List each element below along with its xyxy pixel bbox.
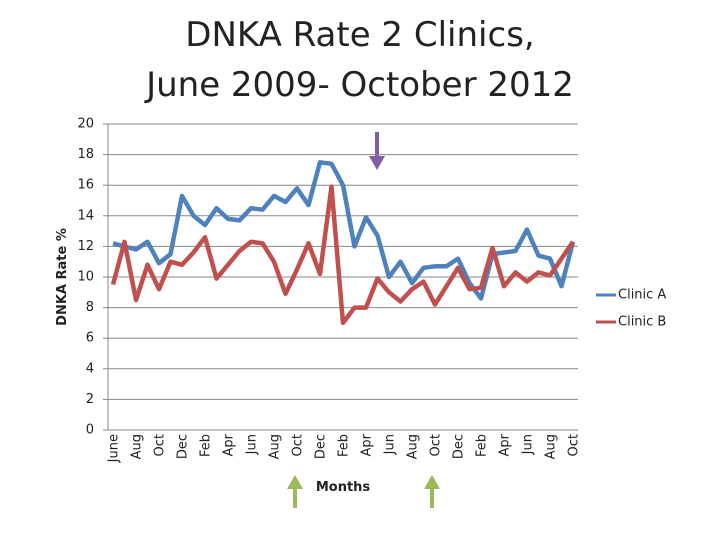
x-tick-label: Dec (452, 434, 467, 459)
arrow-head (287, 475, 303, 489)
x-tick-label: June (107, 434, 122, 463)
x-tick-label: Apr (498, 433, 513, 456)
x-tick-label: Aug (544, 434, 559, 459)
y-tick-label: 14 (77, 208, 94, 223)
x-tick-label: Feb (475, 434, 490, 457)
arrow-head (424, 475, 440, 489)
x-tick-label: Aug (406, 434, 421, 459)
arrow-head (369, 156, 385, 170)
x-tick-label: Oct (153, 434, 168, 456)
y-tick-label: 2 (86, 392, 94, 407)
x-tick-label: Aug (130, 434, 145, 459)
x-tick-label: Oct (291, 434, 306, 456)
legend-label: Clinic A (618, 288, 666, 303)
x-tick-label: Oct (567, 434, 582, 456)
arrows (287, 132, 440, 508)
x-tick-label: Jun (521, 434, 536, 455)
x-tick-label: Apr (360, 433, 375, 456)
y-tick-label: 8 (86, 300, 94, 315)
chart-title: June 2009- October 2012 (144, 65, 574, 105)
series-line (112, 160, 576, 301)
chart-title: DNKA Rate 2 Clinics, (185, 15, 534, 55)
x-tick-label: Jun (245, 434, 260, 455)
x-tick-label: Dec (314, 434, 329, 459)
y-axis-title: DNKA Rate % (55, 228, 70, 326)
x-tick-label: Dec (176, 434, 191, 459)
y-tick-label: 12 (77, 239, 94, 254)
x-tick-label: Jun (383, 434, 398, 455)
y-tick-label: 18 (77, 147, 94, 162)
x-axis-title: Months (316, 480, 371, 495)
x-tick-label: Aug (268, 434, 283, 459)
x-tick-label: Feb (337, 434, 352, 457)
y-tick-label: 6 (86, 331, 94, 346)
x-tick-label: Oct (429, 434, 444, 456)
y-tick-label: 10 (77, 270, 94, 285)
y-tick-label: 16 (77, 178, 94, 193)
x-tick-label: Apr (222, 433, 237, 456)
legend-label: Clinic B (618, 315, 666, 330)
x-tick-label: Feb (199, 434, 214, 457)
y-tick-label: 4 (86, 361, 94, 376)
y-tick-label: 20 (77, 117, 94, 132)
series-line (110, 184, 575, 326)
y-tick-label: 0 (86, 423, 94, 438)
